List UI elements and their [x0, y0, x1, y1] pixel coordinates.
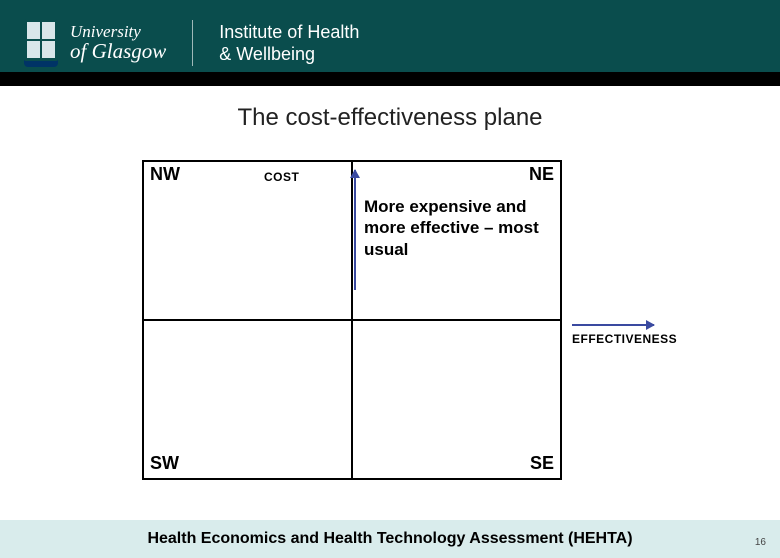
header-bar: University of Glasgow Institute of Healt… [0, 0, 780, 86]
quadrant-se-label: SE [530, 453, 554, 474]
cost-effectiveness-plane: NW NE SW SE COST More expensive and more… [142, 160, 562, 480]
quadrant-ne-label: NE [529, 164, 554, 185]
slide-content: The cost-effectiveness plane NW NE SW SE… [0, 104, 780, 520]
university-name-line2: of Glasgow [70, 40, 166, 63]
effectiveness-axis-group: EFFECTIVENESS [572, 324, 677, 346]
university-name-line1: University [70, 23, 166, 40]
logo-block: University of Glasgow Institute of Healt… [24, 19, 359, 67]
cost-arrow-icon [354, 170, 356, 290]
effectiveness-arrow-icon [572, 324, 654, 326]
effectiveness-axis-label: EFFECTIVENESS [572, 332, 677, 346]
quadrant-sw-label: SW [150, 453, 179, 474]
quadrant-nw-label: NW [150, 164, 180, 185]
header-bottom-stripe [0, 72, 780, 86]
institute-name: Institute of Health & Wellbeing [219, 21, 359, 66]
horizontal-axis [144, 319, 560, 321]
footer-bar: Health Economics and Health Technology A… [0, 520, 780, 558]
institute-line1: Institute of Health [219, 21, 359, 44]
university-crest-icon [24, 19, 58, 67]
ne-quadrant-description: More expensive and more effective – most… [364, 196, 554, 260]
university-name: University of Glasgow [70, 23, 166, 63]
page-number: 16 [755, 537, 766, 548]
plane-box: NW NE SW SE COST More expensive and more… [142, 160, 562, 480]
vertical-divider [192, 20, 193, 66]
footer-text: Health Economics and Health Technology A… [147, 530, 632, 548]
cost-axis-label: COST [264, 170, 299, 184]
slide-title: The cost-effectiveness plane [0, 104, 780, 132]
institute-line2: & Wellbeing [219, 43, 359, 66]
